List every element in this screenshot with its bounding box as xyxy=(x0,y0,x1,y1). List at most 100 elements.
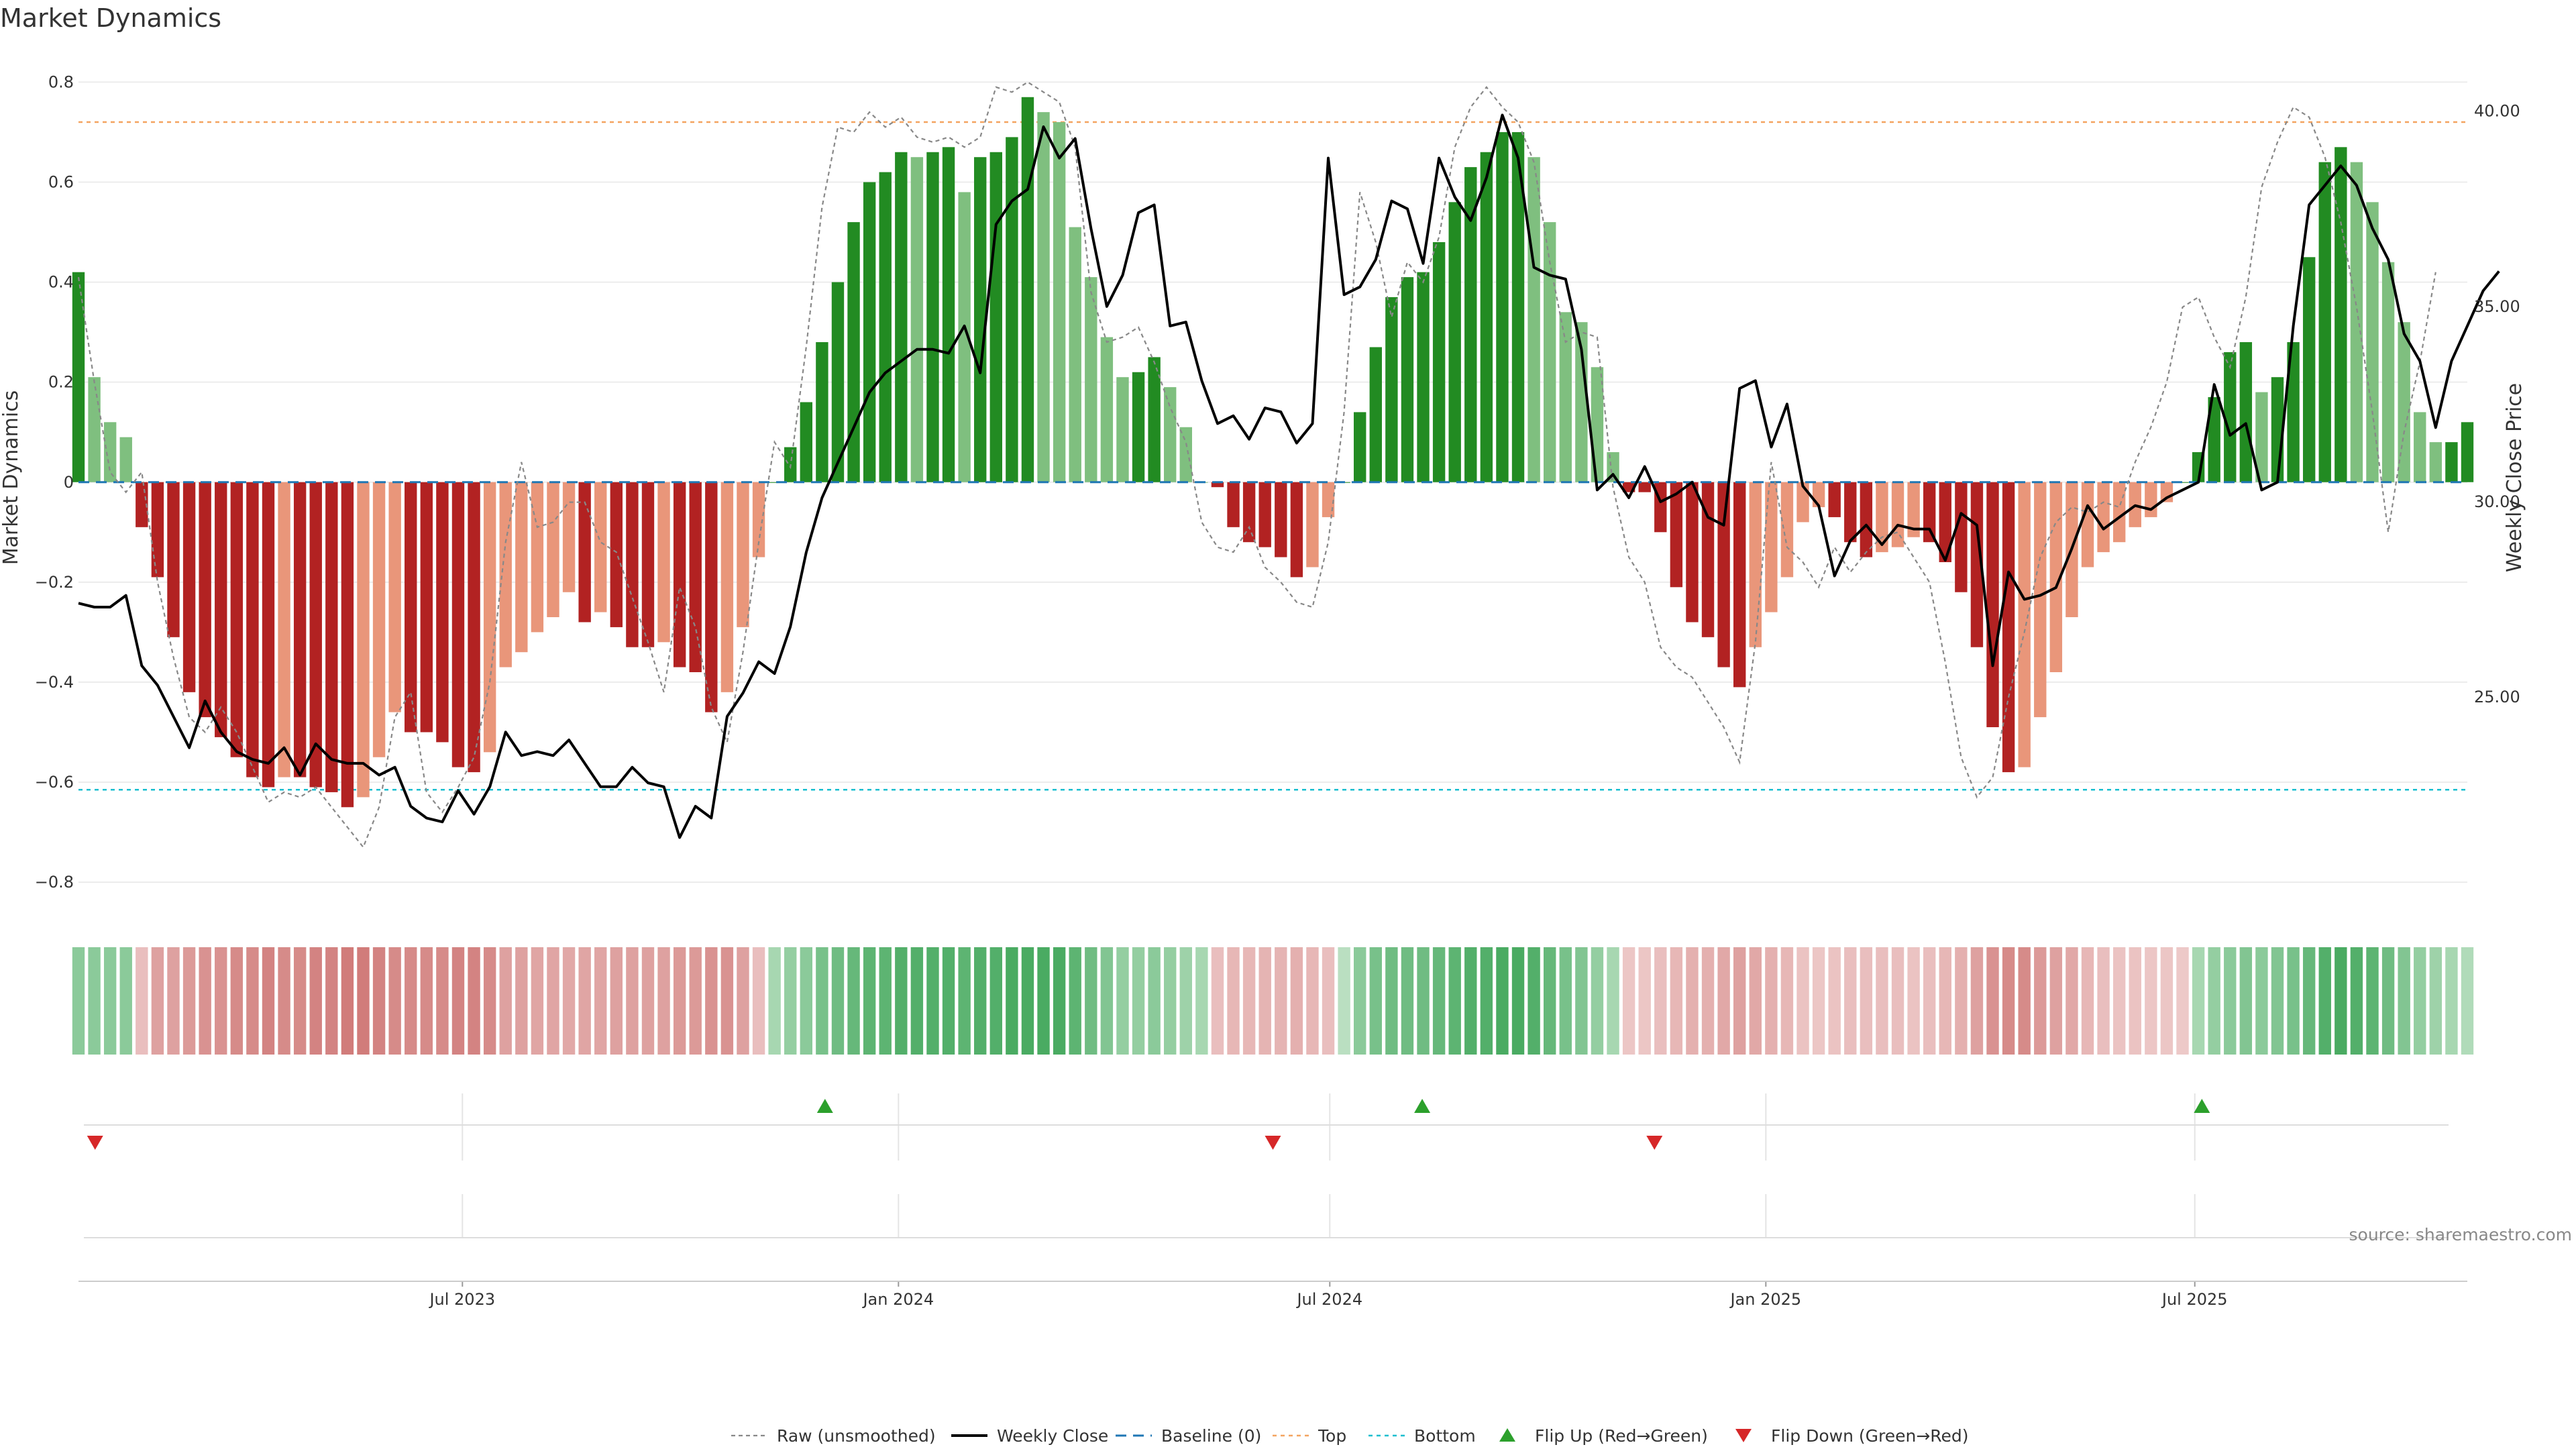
md-bar xyxy=(2366,202,2379,482)
regime-cell xyxy=(989,947,1002,1055)
y2-tick-label: 40.00 xyxy=(2474,102,2520,121)
md-bar xyxy=(816,342,828,482)
regime-cell xyxy=(262,947,275,1055)
regime-cell xyxy=(1607,947,1619,1055)
regime-cell xyxy=(119,947,132,1055)
md-bar xyxy=(2145,482,2157,517)
x-tick-label: Jul 2023 xyxy=(428,1290,495,1309)
md-bar xyxy=(2081,482,2094,568)
md-bar xyxy=(230,482,244,757)
regime-cell xyxy=(1085,947,1097,1055)
x-tick-label: Jul 2025 xyxy=(2161,1290,2228,1309)
legend-item-flip_up: Flip Up (Red→Green) xyxy=(1499,1426,1708,1446)
flip-down-marker xyxy=(1646,1136,1663,1150)
md-bar xyxy=(847,222,860,482)
regime-cell xyxy=(1385,947,1398,1055)
md-bar xyxy=(1116,377,1129,482)
market-dynamics-bars xyxy=(72,97,2474,808)
regime-cell xyxy=(1227,947,1240,1055)
md-bar xyxy=(974,157,987,482)
md-bar xyxy=(895,152,908,482)
md-bar xyxy=(309,482,322,788)
regime-cell xyxy=(816,947,828,1055)
md-bar xyxy=(2208,397,2220,482)
md-bar xyxy=(610,482,623,627)
regime-cell xyxy=(752,947,765,1055)
regime-cell xyxy=(1670,947,1683,1055)
md-bar xyxy=(737,482,749,627)
regime-cell xyxy=(1891,947,1904,1055)
legend-item-raw: Raw (unsmoothed) xyxy=(731,1426,936,1446)
regime-cell xyxy=(2049,947,2063,1055)
md-bar xyxy=(1670,482,1683,588)
regime-cell xyxy=(1622,947,1635,1055)
md-bar xyxy=(1812,482,1825,508)
md-bar xyxy=(325,482,338,792)
md-bar xyxy=(88,377,101,482)
md-bar xyxy=(246,482,259,777)
md-bar xyxy=(2224,352,2237,482)
regime-cell xyxy=(2334,947,2347,1055)
regime-cell xyxy=(720,947,734,1055)
md-bar xyxy=(2287,342,2300,482)
regime-cell xyxy=(436,947,449,1055)
series-lines xyxy=(77,81,2500,849)
regime-cell xyxy=(562,947,576,1055)
y-tick-label: 0.4 xyxy=(48,273,74,292)
md-bar xyxy=(578,482,591,623)
md-bar xyxy=(1686,482,1699,623)
regime-cell xyxy=(2034,947,2047,1055)
y2-tick-label: 35.00 xyxy=(2474,297,2520,316)
md-bar xyxy=(1132,372,1145,482)
md-bar xyxy=(103,422,117,482)
md-bar xyxy=(2034,482,2047,718)
md-bar xyxy=(673,482,686,667)
md-bar xyxy=(499,482,512,667)
md-bar xyxy=(1828,482,1841,517)
regime-cell xyxy=(2145,947,2157,1055)
md-bar xyxy=(1939,482,1951,563)
regime-cell xyxy=(800,947,813,1055)
regime-cell xyxy=(1511,947,1525,1055)
md-bar xyxy=(278,482,290,777)
md-bar xyxy=(451,482,465,767)
md-bar xyxy=(1986,482,1999,728)
axes: 0.8 0.6 0.4 0.2 0 −0.2 −0.4 −0.6 −0.8 40.00 35.00 3… xyxy=(35,72,2520,1309)
regime-cell xyxy=(1844,947,1857,1055)
flip-down-marker xyxy=(1265,1136,1281,1150)
legend-item-flip_down: Flip Down (Green→Red) xyxy=(1735,1426,1969,1446)
regime-cell xyxy=(1812,947,1825,1055)
md-bar xyxy=(2414,412,2426,482)
regime-cell xyxy=(103,947,117,1055)
regime-cell xyxy=(325,947,338,1055)
md-bar xyxy=(1211,482,1224,488)
y-tick-label: −0.2 xyxy=(35,573,74,592)
regime-cell xyxy=(1796,947,1809,1055)
regime-cell xyxy=(2192,947,2205,1055)
md-bar xyxy=(262,482,275,788)
md-bar xyxy=(2002,482,2015,773)
md-bar xyxy=(136,482,148,527)
y-tick-label: 0 xyxy=(64,473,74,492)
md-bar xyxy=(1796,482,1809,523)
md-bar xyxy=(1876,482,1888,553)
md-bar xyxy=(831,282,845,482)
regime-cell xyxy=(974,947,987,1055)
regime-cell xyxy=(1354,947,1366,1055)
regime-cell xyxy=(1686,947,1699,1055)
md-bar xyxy=(1907,482,1920,537)
regime-cell xyxy=(1369,947,1382,1055)
md-bar xyxy=(1448,202,1461,482)
regime-cell xyxy=(705,947,718,1055)
regime-cell xyxy=(847,947,860,1055)
md-bar xyxy=(167,482,180,637)
regime-cell xyxy=(199,947,211,1055)
regime-cell xyxy=(2350,947,2363,1055)
md-bar xyxy=(1275,482,1287,557)
md-bar xyxy=(1765,482,1778,612)
regime-cell xyxy=(2461,947,2474,1055)
md-bar xyxy=(531,482,544,633)
md-bar xyxy=(2334,147,2347,482)
regime-cell xyxy=(1955,947,1968,1055)
